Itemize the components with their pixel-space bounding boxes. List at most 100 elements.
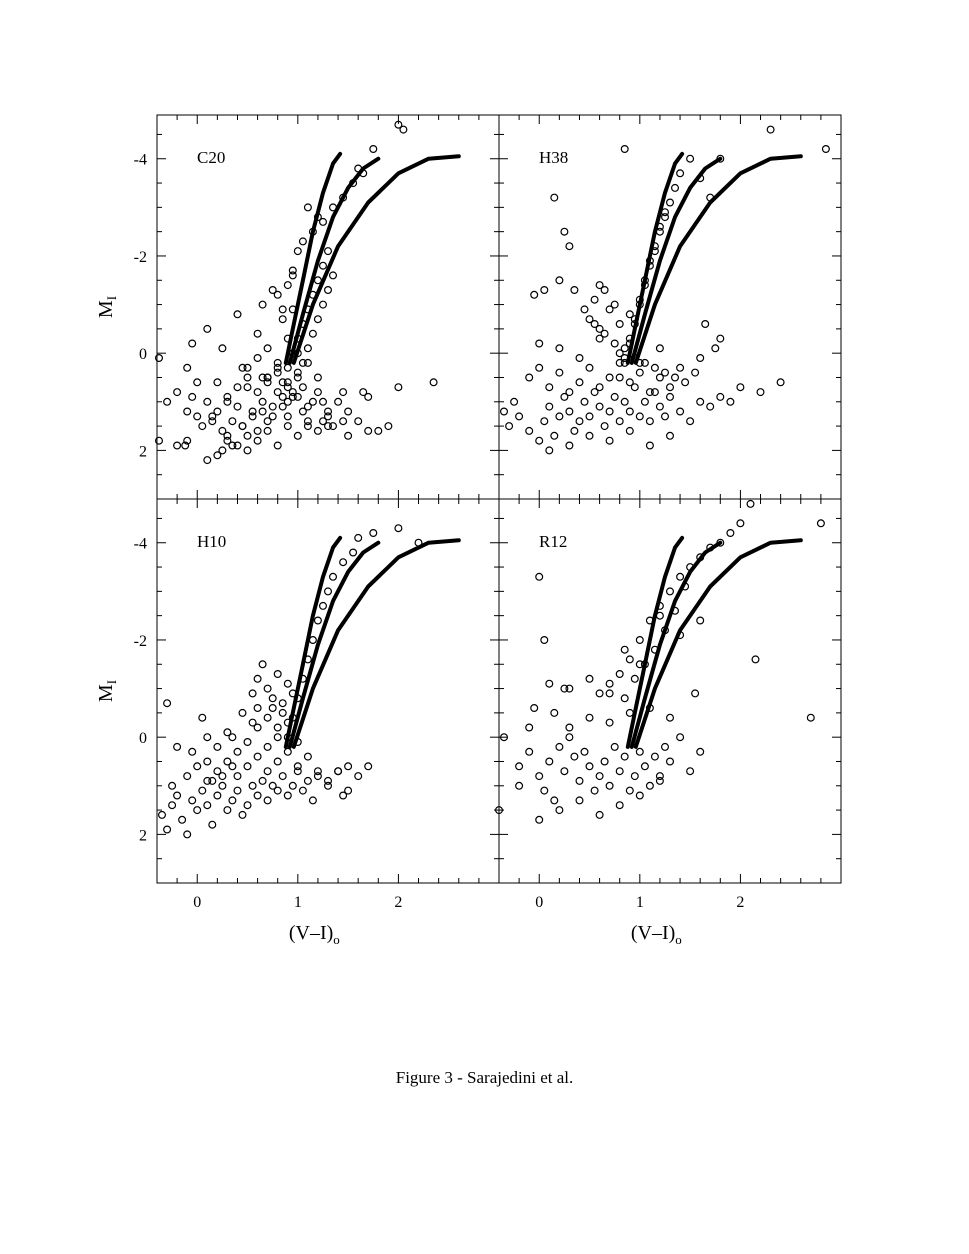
star-point (288, 349, 297, 358)
star-point (716, 154, 725, 163)
star-point (319, 261, 328, 270)
y-tick-label: 0 (139, 730, 147, 747)
star-point (183, 772, 192, 781)
star-point (645, 256, 654, 265)
star-point (344, 762, 353, 771)
star-point (253, 436, 262, 445)
star-point (605, 373, 614, 382)
star-point (605, 436, 614, 445)
star-point (565, 441, 574, 450)
star-point (525, 747, 534, 756)
star-point (223, 436, 232, 445)
star-point (756, 388, 765, 397)
panel-h10: -4 -2 0 2 MI 0 1 2 (V–I)o H10 (95, 498, 500, 947)
star-point (173, 441, 182, 450)
y-tick-label: 2 (139, 827, 147, 844)
star-point (243, 363, 252, 372)
star-point (278, 378, 287, 387)
star-point (324, 781, 333, 790)
star-point (726, 397, 735, 406)
star-point (303, 422, 312, 431)
star-point (676, 169, 685, 178)
star-point (339, 791, 348, 800)
star-point (595, 402, 604, 411)
isochrone-line (287, 540, 381, 749)
panel-title: C20 (197, 148, 225, 167)
figure-caption: Figure 3 - Sarajedini et al. (395, 1068, 574, 1087)
star-point (268, 703, 277, 712)
star-point (268, 286, 277, 295)
star-point (258, 397, 267, 406)
star-point (228, 417, 237, 426)
star-point (213, 767, 222, 776)
panel-c20: -4 -2 0 2 MI C20 (95, 114, 500, 500)
star-point (650, 388, 659, 397)
star-point (615, 417, 624, 426)
star-point (243, 737, 252, 746)
star-point (293, 762, 302, 771)
star-point (525, 426, 534, 435)
star-point (545, 383, 554, 392)
star-point (630, 772, 639, 781)
star-point (263, 684, 272, 693)
star-point (585, 363, 594, 372)
star-point (696, 616, 705, 625)
star-point (635, 412, 644, 421)
star-point (334, 397, 343, 406)
star-point (364, 392, 373, 401)
star-point (359, 388, 368, 397)
star-point (243, 801, 252, 810)
star-point (635, 368, 644, 377)
star-point (625, 407, 634, 416)
star-point (650, 645, 659, 654)
star-point (635, 660, 644, 669)
star-point (324, 247, 333, 256)
isochrone-line (291, 538, 461, 749)
star-point (324, 422, 333, 431)
star-point (585, 762, 594, 771)
star-point (298, 320, 307, 329)
star-point (625, 426, 634, 435)
star-point (258, 300, 267, 309)
star-point (263, 742, 272, 751)
star-point (155, 436, 164, 445)
star-point (223, 431, 232, 440)
star-point (650, 363, 659, 372)
star-point (570, 752, 579, 761)
star-point (595, 324, 604, 333)
star-point (555, 412, 564, 421)
star-point (660, 213, 669, 222)
star-point (339, 193, 348, 202)
star-point (605, 689, 614, 698)
star-point (535, 572, 544, 581)
star-point (243, 431, 252, 440)
star-point (248, 407, 257, 416)
star-point (645, 781, 654, 790)
x-axis-label: (V–I)o (289, 922, 340, 947)
star-point (640, 660, 649, 669)
star-point (495, 806, 504, 815)
star-point (615, 349, 624, 358)
star-point (530, 290, 539, 299)
star-point (233, 383, 242, 392)
star-point (615, 320, 624, 329)
star-point (258, 660, 267, 669)
star-point (655, 344, 664, 353)
star-point (655, 402, 664, 411)
star-point (293, 368, 302, 377)
star-point (525, 723, 534, 732)
star-point (540, 635, 549, 644)
star-point (283, 733, 292, 742)
star-point (505, 422, 514, 431)
star-point (691, 689, 700, 698)
star-point (283, 383, 292, 392)
star-point (676, 572, 685, 581)
star-point (500, 733, 509, 742)
star-point (580, 305, 589, 314)
star-point (313, 315, 322, 324)
star-point (615, 358, 624, 367)
star-point (213, 407, 222, 416)
star-point (585, 412, 594, 421)
star-point (575, 354, 584, 363)
star-point (283, 747, 292, 756)
